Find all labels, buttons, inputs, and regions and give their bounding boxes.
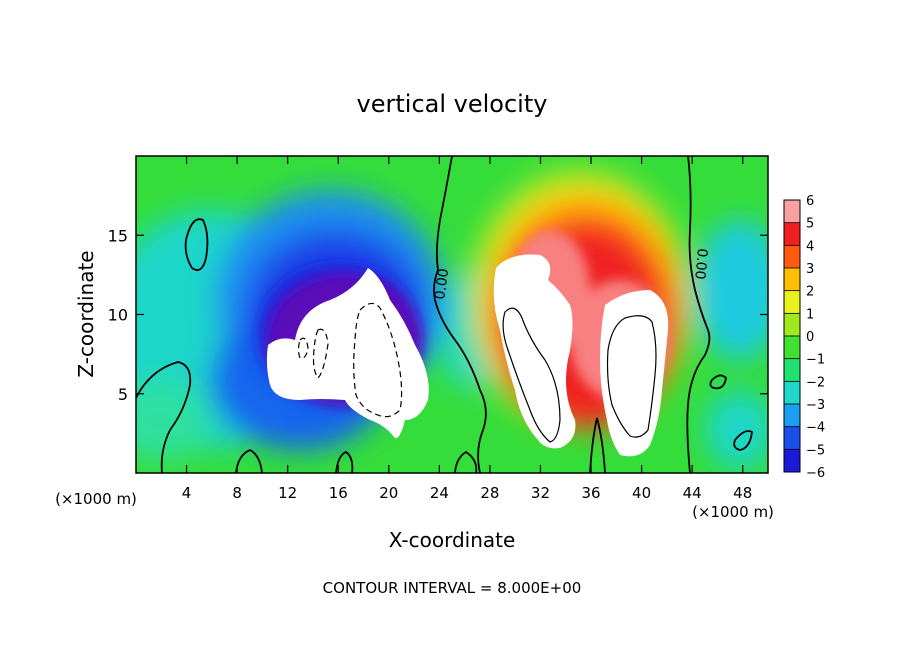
contour-label: 0.00 — [691, 248, 710, 280]
colorbar-label: 1 — [806, 307, 814, 322]
colorbar-swatch — [784, 381, 800, 405]
colorbar-swatch — [784, 290, 800, 314]
colorbar-swatch — [784, 404, 800, 428]
colorbar-label: −2 — [806, 375, 825, 390]
colorbar-swatch — [784, 449, 800, 473]
x-units-left: (×1000 m) — [55, 490, 137, 508]
chart-title: vertical velocity — [357, 90, 548, 118]
x-tick-label: 8 — [232, 484, 242, 502]
colorbar-label: 2 — [806, 285, 814, 300]
y-axis: 5 10 15 — [108, 226, 768, 404]
colorbar-label: 4 — [806, 239, 814, 254]
y-axis-label: Z-coordinate — [74, 250, 98, 377]
colorbar-swatch — [784, 245, 800, 269]
colorbar-label: −5 — [806, 443, 825, 458]
colorbar-label: 3 — [806, 262, 814, 277]
y-tick-label: 10 — [108, 306, 128, 325]
colorbar: 6 5 4 3 2 1 0 −1 −2 −3 −4 −5 −6 — [783, 194, 825, 481]
colorbar-label: −6 — [806, 466, 825, 481]
y-tick-label: 5 — [118, 385, 128, 404]
colorbar-label: 5 — [806, 217, 814, 232]
x-tick-label: 12 — [278, 484, 297, 502]
x-tick-label: 32 — [531, 484, 550, 502]
contour-interval-text: CONTOUR INTERVAL = 8.000E+00 — [323, 579, 582, 597]
colorbar-swatch — [784, 313, 800, 337]
x-tick-label: 20 — [379, 484, 398, 502]
x-tick-label: 28 — [480, 484, 499, 502]
colorbar-swatch — [784, 426, 800, 450]
colorbar-swatch — [784, 268, 800, 292]
colorbar-swatch — [784, 200, 800, 224]
colorbar-swatch — [784, 336, 800, 360]
x-tick-label: 4 — [182, 484, 192, 502]
colorbar-swatch — [784, 358, 800, 382]
x-axis: 4 8 12 16 20 24 28 32 36 40 44 48 — [182, 156, 752, 502]
plot-field: 0.00 0.00 — [136, 156, 768, 473]
colorbar-label: 6 — [806, 194, 814, 209]
colorbar-label: −3 — [806, 398, 825, 413]
colorbar-swatch — [784, 222, 800, 246]
x-units-right: (×1000 m) — [692, 503, 774, 521]
x-tick-label: 16 — [329, 484, 348, 502]
colorbar-label: −4 — [806, 421, 825, 436]
x-tick-label: 24 — [430, 484, 449, 502]
x-tick-label: 48 — [733, 484, 752, 502]
x-tick-label: 44 — [683, 484, 702, 502]
colorbar-label: −1 — [806, 353, 825, 368]
contour-label: 0.00 — [432, 267, 452, 300]
x-axis-label: X-coordinate — [389, 528, 516, 552]
x-tick-label: 36 — [581, 484, 600, 502]
colorbar-label: 0 — [806, 330, 814, 345]
x-tick-label: 40 — [632, 484, 651, 502]
y-tick-label: 15 — [108, 226, 128, 245]
